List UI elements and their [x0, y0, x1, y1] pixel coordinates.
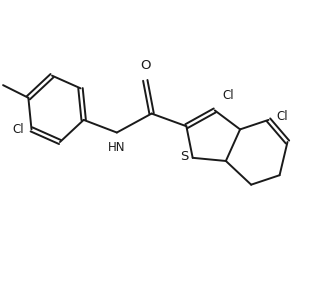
Text: HN: HN: [108, 142, 126, 155]
Text: Cl: Cl: [277, 110, 288, 123]
Text: S: S: [180, 150, 188, 163]
Text: Cl: Cl: [223, 88, 234, 102]
Text: O: O: [140, 58, 151, 72]
Text: Cl: Cl: [12, 123, 24, 136]
